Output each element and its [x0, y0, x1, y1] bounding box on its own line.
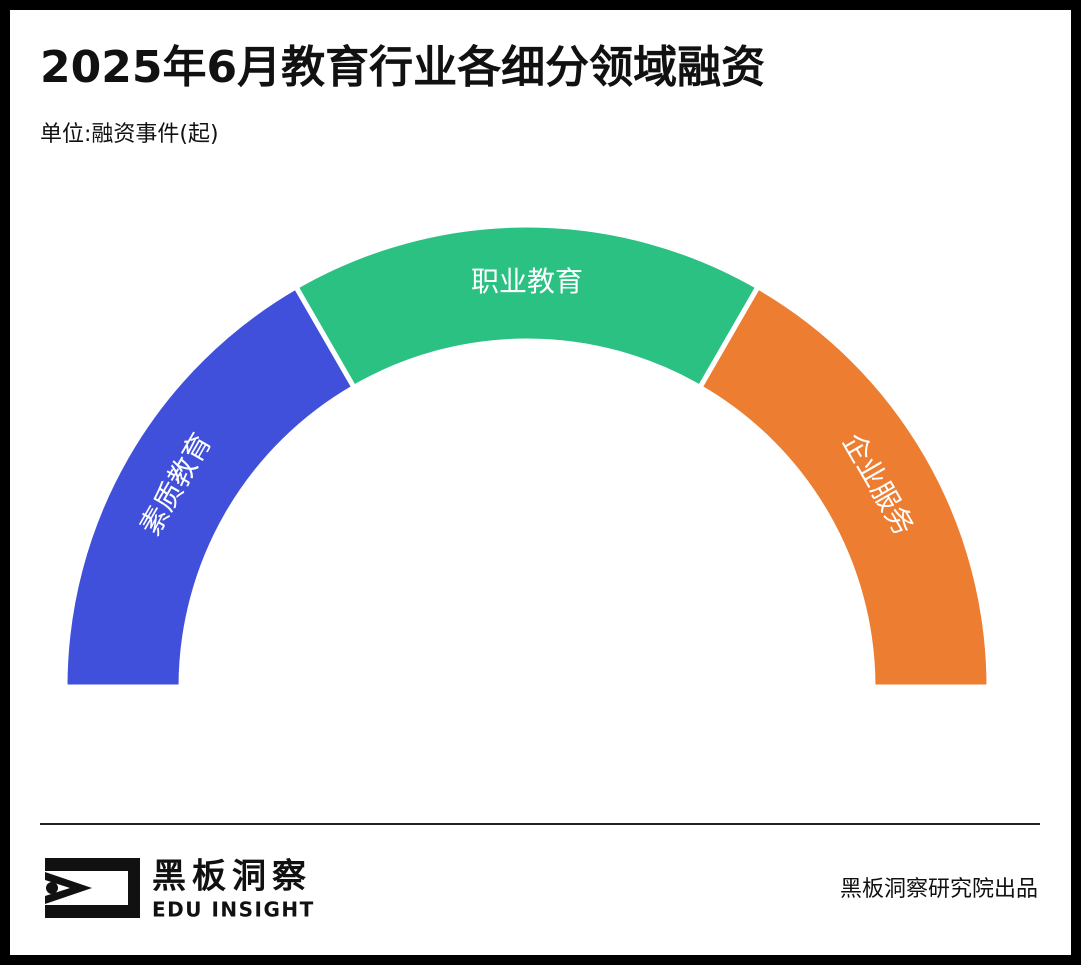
segment — [696, 283, 992, 690]
logo — [45, 858, 140, 918]
brand: 黑板洞察 — [152, 857, 312, 897]
credit: 黑板洞察研究院出品 — [840, 877, 1038, 902]
brand-en: EDU INSIGHT — [152, 898, 315, 922]
segment-label: 职业教育 — [471, 265, 583, 298]
chart-title: 2025年6月教育行业各细分领域融资 — [40, 42, 765, 93]
chart-subtitle: 单位:融资事件(起) — [40, 122, 219, 147]
